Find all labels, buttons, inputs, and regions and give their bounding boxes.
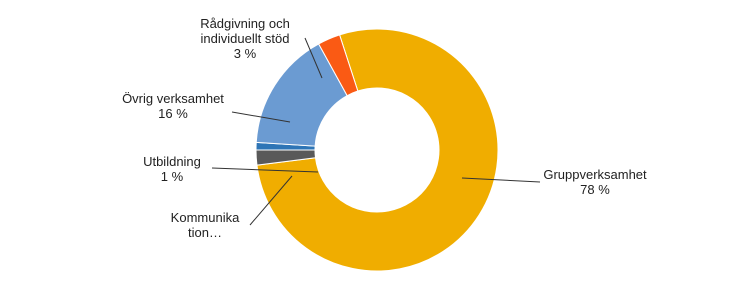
donut-slice	[256, 28, 499, 272]
data-label: Rådgivning och individuellt stöd 3 %	[185, 16, 305, 61]
donut-slice	[318, 34, 359, 97]
category-label: Gruppverksamhet	[543, 167, 647, 182]
value-label: 1 %	[160, 169, 184, 184]
leader-line	[211, 167, 319, 173]
data-label: Kommunikation…	[170, 210, 240, 240]
leader-line	[461, 177, 541, 183]
data-label: Övrig verksamhet 16 %	[110, 91, 236, 121]
data-label: Gruppverksamhet 78 %	[540, 167, 650, 197]
data-label: Utbildning 1 %	[130, 154, 214, 184]
category-label: Kommunikation…	[170, 210, 240, 240]
value-label: 16 %	[158, 106, 188, 121]
leader-line	[249, 175, 293, 226]
leader-line	[231, 111, 291, 123]
value-label: 78 %	[580, 182, 610, 197]
category-label: Övrig verksamhet	[122, 91, 224, 106]
value-label: 3 %	[233, 46, 257, 61]
category-label: Rådgivning och individuellt stöd	[200, 16, 290, 46]
category-label: Utbildning	[143, 154, 201, 169]
leader-line	[304, 37, 323, 79]
